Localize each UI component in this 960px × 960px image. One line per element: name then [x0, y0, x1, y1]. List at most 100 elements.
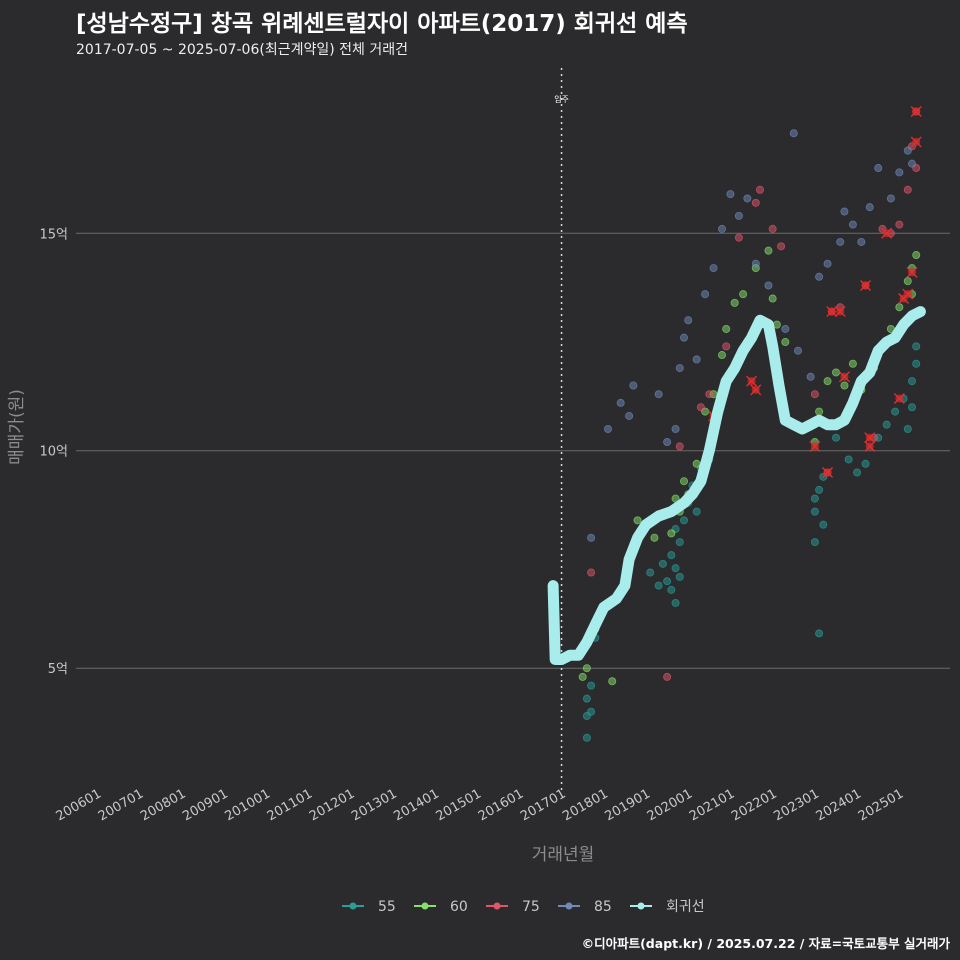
- point-85: [874, 164, 883, 173]
- legend: 55 60 75 85 회귀선: [342, 899, 705, 915]
- move-in-label: 입주: [554, 95, 569, 104]
- x-tick-label: 202301: [771, 786, 821, 824]
- x-tick: 200601: [54, 786, 104, 824]
- point-55: [832, 433, 841, 442]
- x-tick-label: 200901: [180, 786, 230, 824]
- point-60: [912, 251, 921, 260]
- point-55: [675, 572, 684, 581]
- point-85: [629, 381, 638, 390]
- legend-label: 75: [522, 899, 540, 915]
- point-55: [891, 407, 900, 416]
- x-tick: 201901: [603, 786, 653, 824]
- point-85: [684, 316, 693, 325]
- x-tick: 201201: [307, 786, 357, 824]
- highlight-marker: [864, 432, 876, 444]
- point-85: [743, 194, 752, 203]
- x-tick: 201001: [223, 786, 273, 824]
- point-60: [768, 294, 777, 303]
- point-85: [823, 259, 832, 268]
- point-85: [604, 424, 613, 433]
- annotation-layer: 입주: [554, 68, 569, 790]
- y-axis-label: 매매가(원): [7, 389, 27, 465]
- point-85: [734, 211, 743, 220]
- x-tick: 202301: [771, 786, 821, 824]
- x-tick-label: 201601: [476, 786, 526, 824]
- credit-text: ©디아파트(dapt.kr) / 2025.07.22 / 자료=국토교통부 실…: [581, 936, 950, 951]
- point-55: [587, 707, 596, 716]
- x-tick-label: 201801: [560, 786, 610, 824]
- point-55: [908, 403, 917, 412]
- x-axis-label: 거래년월: [532, 845, 595, 865]
- x-tick-label: 202201: [729, 786, 779, 824]
- point-85: [781, 324, 790, 333]
- legend-label: 60: [450, 899, 468, 915]
- point-60: [903, 277, 912, 286]
- point-85: [806, 372, 815, 381]
- point-55: [861, 459, 870, 468]
- point-55: [692, 507, 701, 516]
- x-tick-labels: 2006012007012008012009012010012011012012…: [54, 786, 907, 824]
- point-75: [777, 242, 786, 251]
- point-55: [680, 516, 689, 525]
- point-55: [844, 455, 853, 464]
- x-tick: 201501: [434, 786, 484, 824]
- highlight-marker: [906, 266, 918, 278]
- point-75: [903, 185, 912, 194]
- x-tick: 202201: [729, 786, 779, 824]
- legend-key-dot: [565, 902, 573, 910]
- y-tick-label: 15억: [39, 227, 68, 242]
- highlight-marker: [746, 375, 758, 387]
- point-55: [853, 468, 862, 477]
- point-55: [810, 494, 819, 503]
- point-85: [625, 411, 634, 420]
- y-tick-label: 10억: [39, 445, 68, 460]
- point-85: [654, 390, 663, 399]
- point-55: [582, 694, 591, 703]
- point-85: [680, 333, 689, 342]
- y-tick-label: 5억: [48, 662, 68, 677]
- point-60: [823, 377, 832, 386]
- x-tick-label: 201401: [391, 786, 441, 824]
- point-75: [768, 224, 777, 233]
- point-60: [667, 529, 676, 538]
- chart-subtitle: 2017-07-05 ~ 2025-07-06(최근계약일) 전체 거래건: [76, 42, 408, 58]
- point-55: [819, 520, 828, 529]
- point-85: [663, 438, 672, 447]
- x-tick: 200801: [138, 786, 188, 824]
- x-tick: 202001: [645, 786, 695, 824]
- highlight-marker: [750, 384, 762, 396]
- legend-item: 55: [342, 899, 396, 915]
- x-tick-label: 201301: [349, 786, 399, 824]
- legend-label: 85: [594, 899, 612, 915]
- regression-line: [547, 306, 926, 665]
- point-55: [912, 359, 921, 368]
- point-85: [840, 207, 849, 216]
- point-55: [815, 485, 824, 494]
- point-55: [912, 342, 921, 351]
- point-85: [908, 159, 917, 168]
- highlight-marker: [860, 279, 872, 291]
- point-75: [696, 403, 705, 412]
- point-55: [667, 585, 676, 594]
- legend-key-dot: [349, 902, 357, 910]
- point-75: [587, 568, 596, 577]
- highlight-markers: [708, 105, 922, 478]
- point-55: [654, 581, 663, 590]
- point-75: [705, 390, 714, 399]
- point-55: [582, 733, 591, 742]
- x-tick-label: 201701: [518, 786, 568, 824]
- point-85: [616, 398, 625, 407]
- point-85: [895, 168, 904, 177]
- point-55: [903, 424, 912, 433]
- point-85: [709, 264, 718, 273]
- point-55: [882, 420, 891, 429]
- point-75: [810, 390, 819, 399]
- point-55: [663, 577, 672, 586]
- point-60: [650, 533, 659, 542]
- point-60: [815, 407, 824, 416]
- point-60: [722, 324, 731, 333]
- x-tick-label: 201201: [307, 786, 357, 824]
- point-85: [692, 355, 701, 364]
- point-55: [810, 507, 819, 516]
